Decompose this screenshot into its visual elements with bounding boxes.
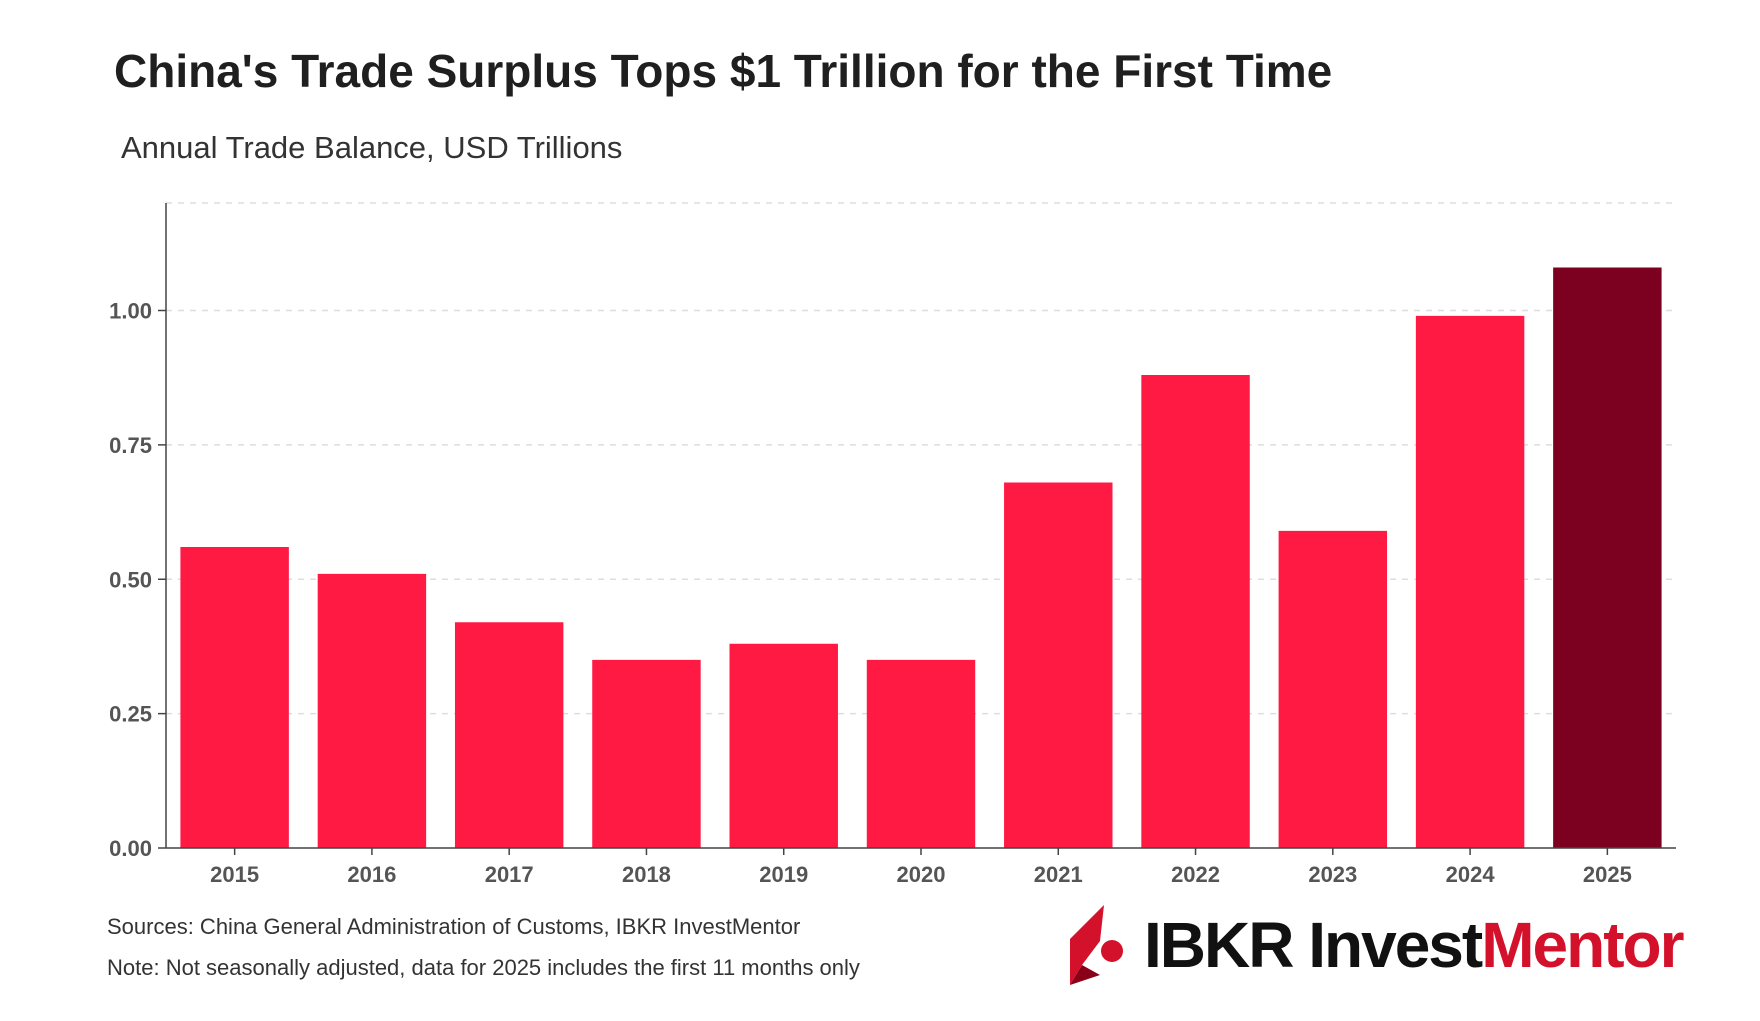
bar-2019 — [729, 643, 838, 848]
x-tick-label-2019: 2019 — [759, 862, 808, 887]
y-tick-label: 1.00 — [109, 299, 152, 324]
brand-name-part2: Mentor — [1481, 909, 1684, 981]
y-tick-label: 0.00 — [109, 836, 152, 861]
bar-2025 — [1553, 267, 1662, 848]
x-tick-label-2017: 2017 — [485, 862, 534, 887]
y-tick-label: 0.50 — [109, 567, 152, 592]
bar-2017 — [454, 622, 564, 848]
y-tick-label: 0.75 — [109, 433, 152, 458]
x-tick-label-2020: 2020 — [897, 862, 946, 887]
y-tick-label: 0.25 — [109, 702, 152, 727]
bar-2023 — [1278, 530, 1388, 848]
note-text: Note: Not seasonally adjusted, data for … — [107, 955, 860, 980]
y-tick-labels: 0.00 0.25 0.50 0.75 1.00 — [109, 299, 152, 862]
x-tick-label-2022: 2022 — [1171, 862, 1220, 887]
brand-name-part1: IBKR Invest — [1144, 909, 1483, 981]
bar-2020 — [866, 659, 976, 848]
x-tick-label-2015: 2015 — [210, 862, 259, 887]
chart-subtitle: Annual Trade Balance, USD Trillions — [121, 130, 623, 165]
x-tick-labels: 2015 2016 2017 2018 2019 2020 2021 2022 2023 2024… — [210, 862, 1632, 887]
x-tick-label-2016: 2016 — [347, 862, 396, 887]
bars — [180, 267, 1662, 848]
brand-name: IBKR InvestMentor — [1144, 905, 1685, 985]
bar-2015 — [180, 547, 289, 848]
x-tick-label-2025: 2025 — [1583, 862, 1632, 887]
x-tick-label-2021: 2021 — [1034, 862, 1083, 887]
axes — [158, 203, 1676, 855]
x-tick-label-2024: 2024 — [1446, 862, 1496, 887]
bar-2021 — [1004, 482, 1113, 848]
x-tick-label-2023: 2023 — [1308, 862, 1357, 887]
sources-text: Sources: China General Administration of… — [107, 914, 801, 939]
x-tick-label-2018: 2018 — [622, 862, 671, 887]
brand-logo: IBKR InvestMentor — [1070, 905, 1685, 985]
bar-2022 — [1141, 375, 1250, 848]
chart-title: China's Trade Surplus Tops $1 Trillion f… — [114, 45, 1333, 97]
ibkr-logo-icon — [1070, 905, 1123, 985]
bar-2018 — [592, 659, 701, 848]
bar-2024 — [1415, 315, 1525, 848]
bar-2016 — [317, 573, 427, 848]
bar-chart: 0.000.250.500.751.00 2015 2016 2017 2018 201… — [109, 202, 1676, 887]
